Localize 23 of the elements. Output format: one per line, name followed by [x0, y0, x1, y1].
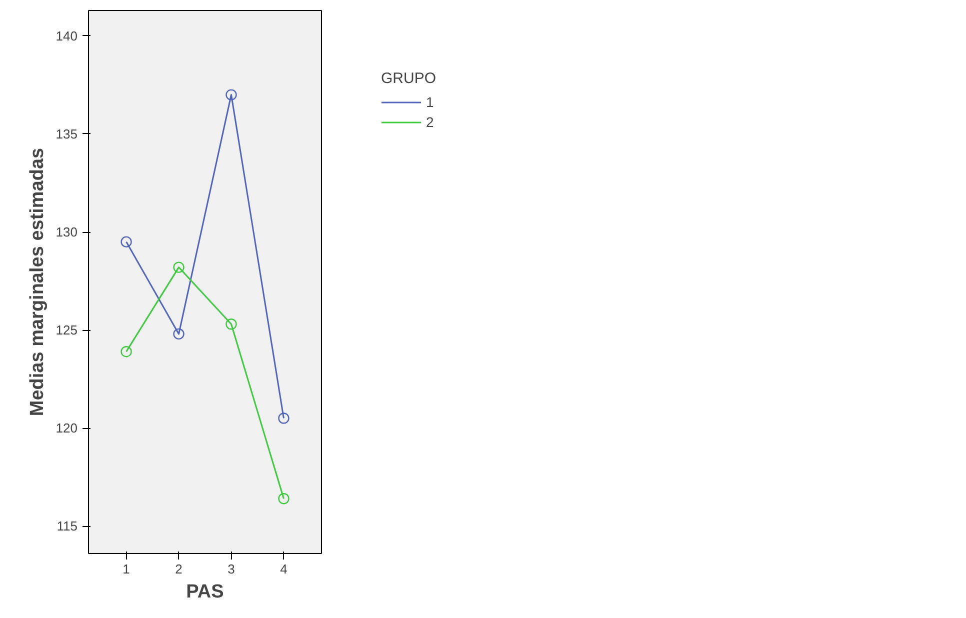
x-tick-label: 1	[122, 562, 130, 576]
y-axis-title: Medias marginales estimadas	[26, 148, 48, 416]
y-tick-label: 140	[56, 28, 78, 44]
point	[278, 412, 290, 424]
legend-label: 1	[426, 94, 435, 110]
point	[173, 262, 184, 273]
point	[120, 236, 132, 248]
legend-label: 2	[426, 114, 435, 130]
y-tick-label: 135	[56, 126, 78, 142]
point	[278, 493, 290, 504]
x-tick-label: 4	[280, 562, 288, 576]
y-tick-label: 120	[56, 420, 78, 436]
legend-title: GRUPO	[381, 70, 438, 87]
y-tick-label: 130	[56, 224, 78, 240]
x-tick-label: 2	[175, 562, 182, 576]
x-axis-title: PAS	[186, 582, 224, 602]
point	[120, 346, 132, 358]
point	[173, 328, 184, 340]
x-tick-label: 3	[228, 562, 235, 576]
point	[226, 318, 237, 330]
point	[226, 89, 237, 100]
y-tick-label: 115	[56, 518, 78, 534]
y-tick-label: 125	[56, 322, 78, 338]
